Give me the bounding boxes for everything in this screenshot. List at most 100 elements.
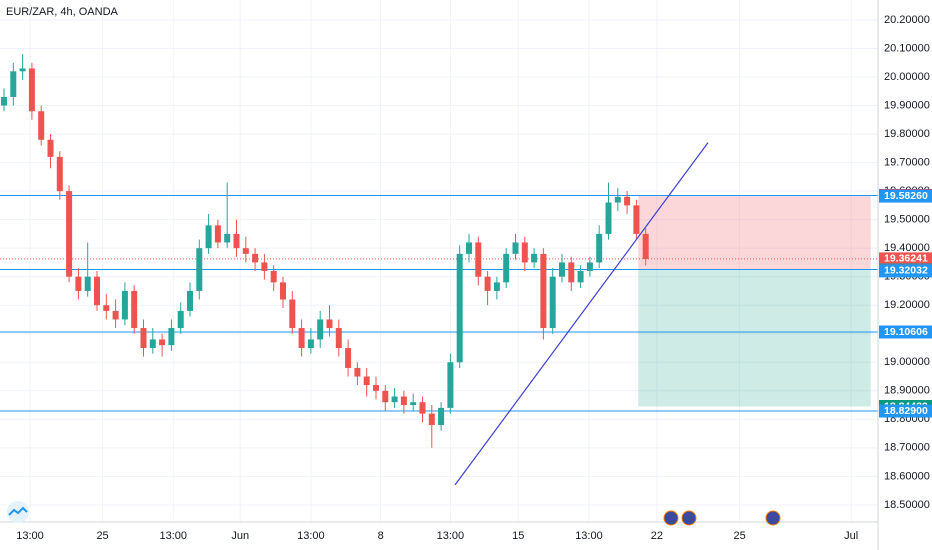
candle-body	[503, 253, 510, 283]
y-tick-label: 20.00000	[884, 71, 930, 83]
y-tick-label: 18.90000	[884, 385, 930, 397]
candle-body	[38, 111, 45, 140]
candle-body	[428, 413, 435, 426]
candle-body	[596, 233, 603, 263]
candle-body	[159, 339, 166, 346]
event-icons	[663, 510, 781, 526]
level-label: 18.82900	[884, 405, 928, 417]
candle-body	[168, 328, 175, 346]
candle-body	[289, 299, 296, 329]
x-tick-label: Jul	[844, 530, 858, 542]
x-tick-label: 22	[651, 530, 663, 542]
stop-zone	[638, 195, 871, 270]
candle-body	[354, 367, 361, 377]
y-tick-label: 19.80000	[884, 128, 930, 140]
level-label-bg	[879, 264, 932, 278]
y-tick-label: 19.00000	[884, 356, 930, 368]
candle-body	[345, 348, 352, 368]
candle-body	[140, 328, 147, 348]
candle-body	[149, 339, 156, 348]
candle-body	[382, 390, 389, 403]
x-tick-label: 13:00	[159, 530, 187, 542]
candle-body	[233, 233, 240, 249]
candle-body	[19, 68, 26, 72]
y-tick-label: 20.20000	[884, 14, 930, 26]
x-tick-label: 13:00	[16, 530, 44, 542]
candle-body	[372, 385, 379, 391]
level-label-bg	[879, 189, 932, 203]
y-tick-label: 19.70000	[884, 156, 930, 168]
candle-body	[614, 196, 621, 203]
x-tick-label: Jun	[231, 530, 249, 542]
candle-body	[586, 262, 593, 271]
candle-body	[28, 68, 35, 112]
y-tick-label: 20.10000	[884, 42, 930, 54]
candle-body	[75, 276, 82, 291]
logo	[7, 501, 29, 523]
level-label: 19.58260	[884, 190, 928, 202]
candle-body	[475, 242, 482, 277]
candle-body	[131, 290, 138, 329]
y-tick-label: 19.20000	[884, 299, 930, 311]
x-tick-label: 13:00	[437, 530, 465, 542]
candle-body	[298, 328, 305, 348]
candle-body	[252, 253, 259, 263]
y-tick-label: 18.60000	[884, 470, 930, 482]
x-tick-label: 25	[96, 530, 108, 542]
candle-body	[224, 233, 231, 243]
candle-body	[465, 242, 472, 254]
x-tick-label: 13:00	[575, 530, 603, 542]
candle-body	[419, 402, 426, 414]
candle-body	[521, 242, 528, 263]
y-tick-label: 18.50000	[884, 499, 930, 511]
candle-body	[84, 276, 91, 291]
x-tick-label: 15	[512, 530, 524, 542]
x-tick-label: 8	[378, 530, 384, 542]
candle-body	[633, 205, 640, 234]
candle-body	[456, 253, 463, 363]
candle-body	[186, 290, 193, 311]
y-tick-label: 19.40000	[884, 242, 930, 254]
candle-body	[10, 71, 17, 97]
candle-body	[624, 196, 631, 206]
level-label: 19.36241	[884, 253, 928, 265]
chart-title: EUR/ZAR, 4h, OANDA	[6, 6, 119, 18]
candle-body	[363, 376, 370, 386]
candle-body	[177, 310, 184, 329]
level-label: 19.10606	[884, 326, 928, 338]
candle-body	[484, 276, 491, 291]
candle-body	[326, 319, 333, 329]
candle-body	[531, 253, 538, 263]
candle-body	[438, 407, 445, 426]
y-tick-label: 18.70000	[884, 442, 930, 454]
x-tick-label: 25	[733, 530, 745, 542]
candle-body	[0, 96, 7, 106]
candle-body	[270, 270, 277, 283]
candle-body	[242, 248, 249, 254]
level-label-bg	[879, 404, 932, 418]
target-zone	[638, 269, 871, 407]
candle-body	[56, 156, 63, 192]
candle-body	[447, 362, 454, 408]
level-label-bg	[879, 252, 932, 266]
candle-body	[279, 282, 286, 300]
candle-body	[47, 139, 54, 157]
candle-body	[577, 270, 584, 283]
candle-body	[66, 191, 73, 277]
candle-body	[540, 253, 547, 329]
candle-body	[410, 402, 417, 406]
candle-body	[512, 242, 519, 254]
candle-body	[205, 225, 212, 249]
candle-body	[103, 305, 110, 311]
candle-body	[400, 396, 407, 406]
candle-body	[112, 310, 119, 320]
candle-body	[642, 233, 649, 260]
candle-body	[196, 248, 203, 291]
level-label: 19.32032	[884, 265, 928, 277]
candle-body	[493, 282, 500, 291]
candle-body	[391, 396, 398, 403]
candle-body	[549, 276, 556, 329]
candle-body	[568, 262, 575, 283]
